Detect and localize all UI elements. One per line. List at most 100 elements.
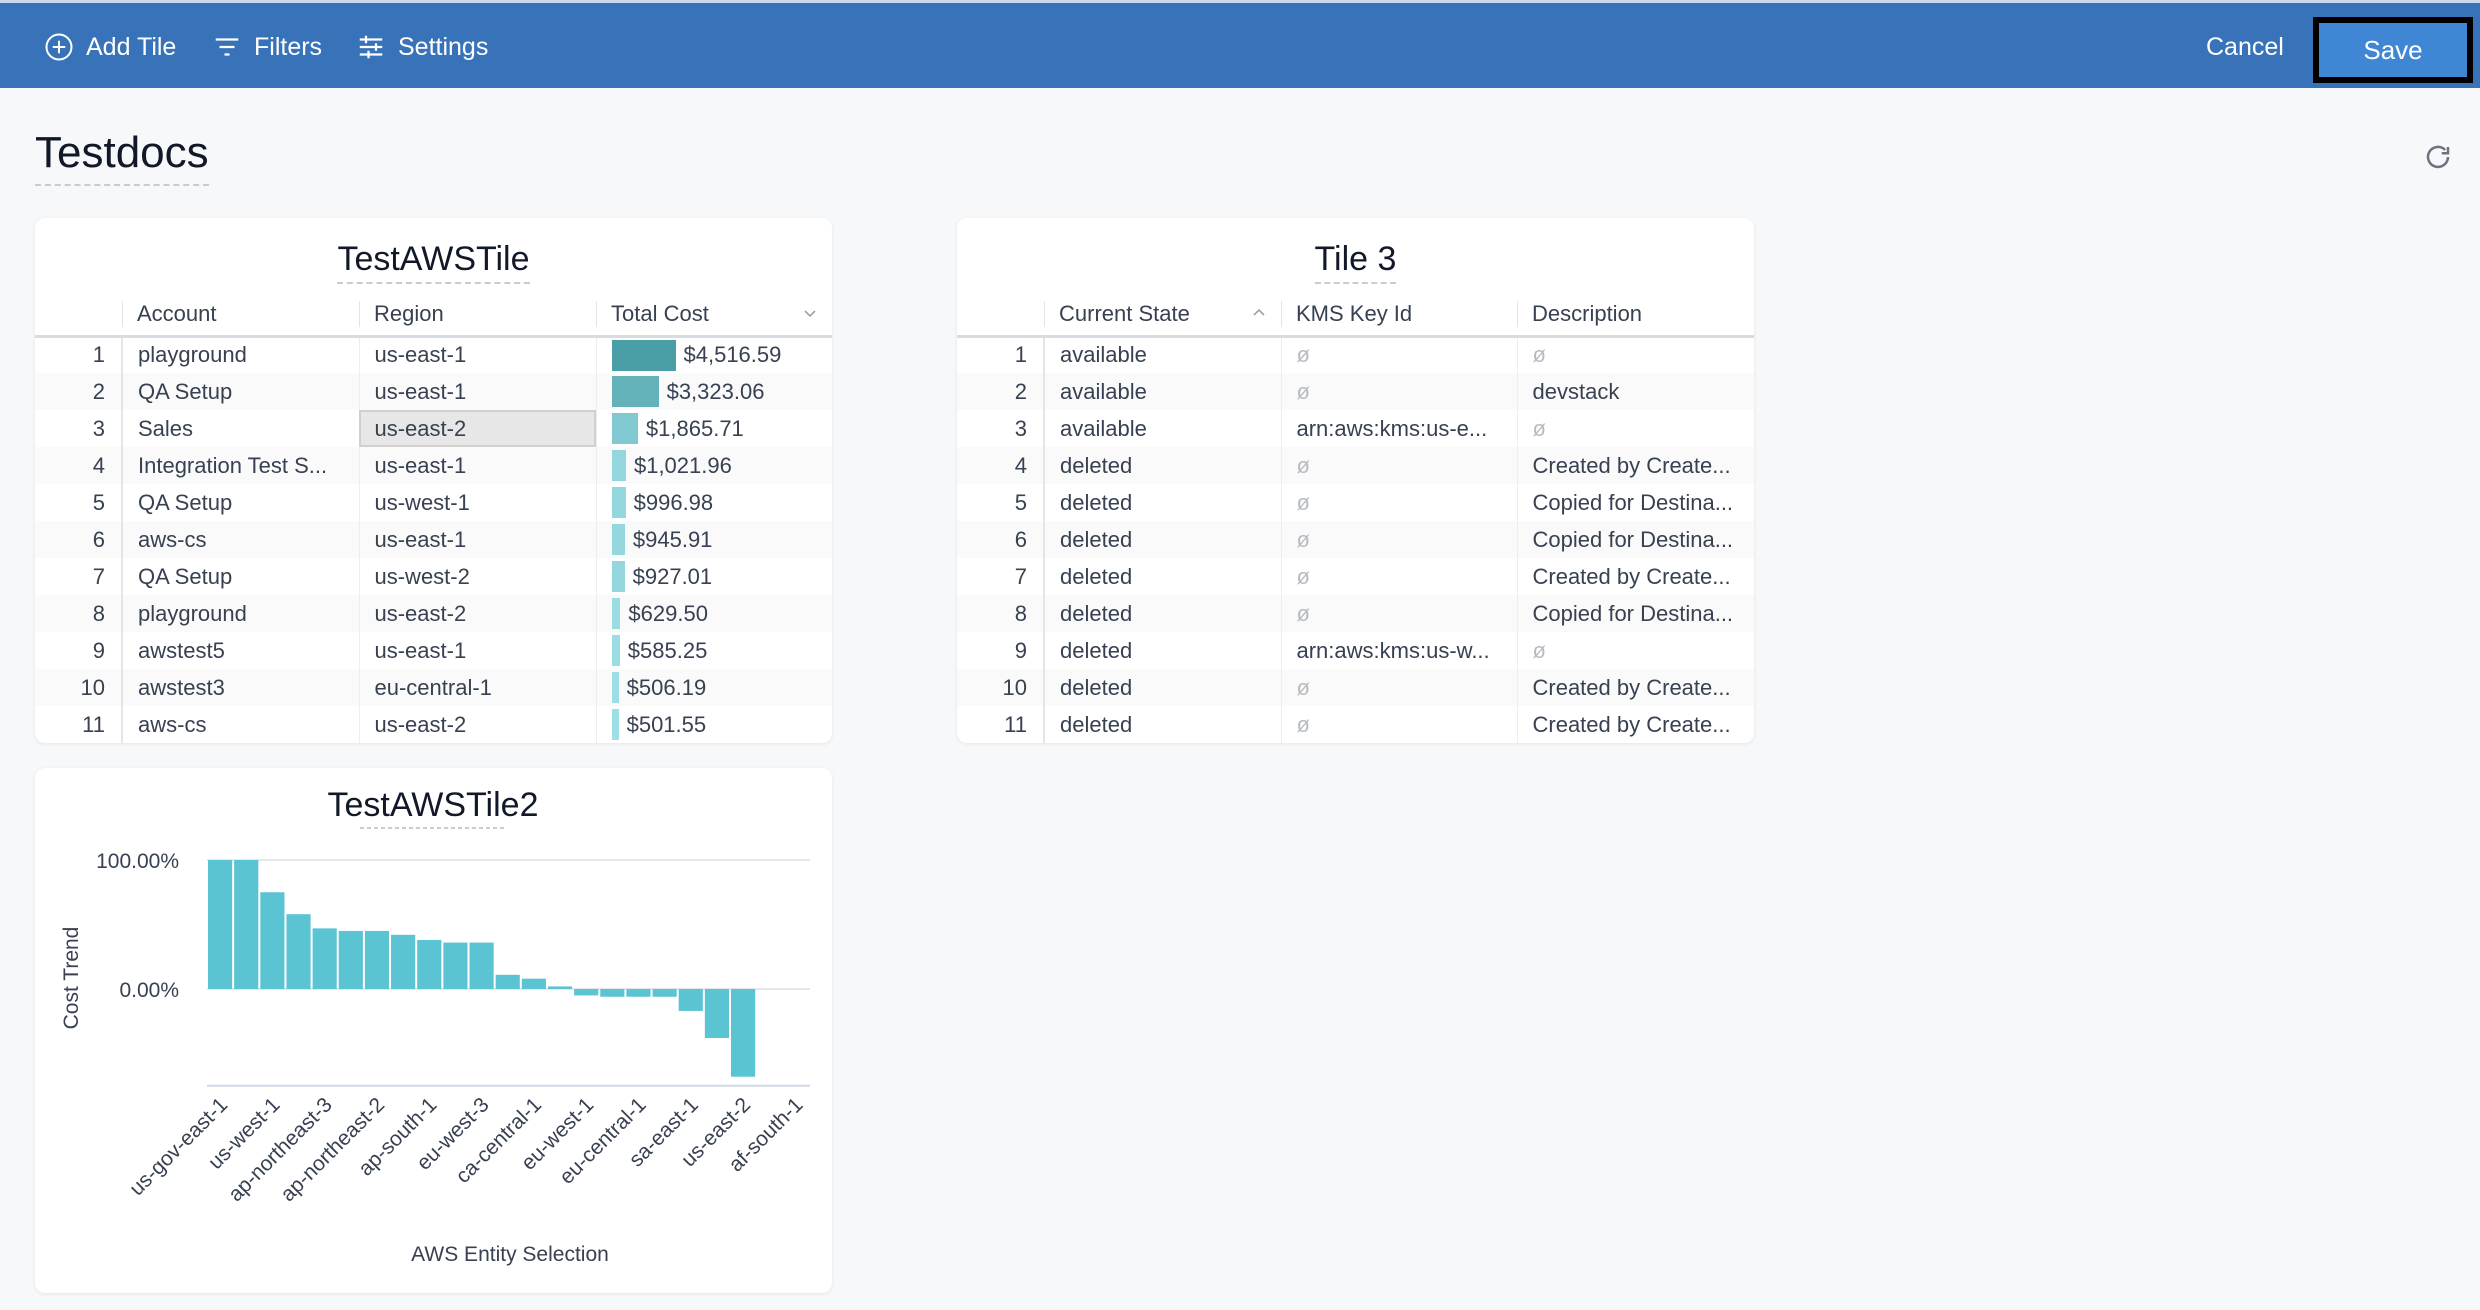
description-cell[interactable]: ø [1516, 336, 1754, 373]
current-state-cell[interactable]: deleted [1043, 447, 1281, 484]
region-cell[interactable]: us-east-1 [358, 521, 596, 558]
column-header-region[interactable]: Region [359, 293, 596, 338]
kms-key-id-cell[interactable]: ø [1280, 706, 1517, 743]
account-cell[interactable]: aws-cs [121, 706, 359, 743]
account-cell[interactable]: awstest5 [121, 632, 359, 669]
description-cell[interactable]: Created by Create... [1516, 669, 1754, 706]
table-row[interactable]: 2 QA Setup us-east-1 $3,323.06 [35, 373, 832, 410]
account-cell[interactable]: QA Setup [121, 484, 359, 521]
description-cell[interactable]: ø [1516, 632, 1754, 669]
table-row[interactable]: 7 QA Setup us-west-2 $927.01 [35, 558, 832, 595]
table-row[interactable]: 5 QA Setup us-west-1 $996.98 [35, 484, 832, 521]
table-row[interactable]: 8 playground us-east-2 $629.50 [35, 595, 832, 632]
settings-button[interactable]: Settings [356, 3, 488, 91]
total-cost-cell[interactable]: $1,021.96 [595, 447, 832, 484]
region-cell[interactable]: eu-central-1 [358, 669, 596, 706]
region-cell[interactable]: us-east-2 [358, 410, 596, 447]
table-row[interactable]: 1 available ø ø [957, 336, 1754, 373]
table-row[interactable]: 5 deleted ø Copied for Destina... [957, 484, 1754, 521]
cancel-button[interactable]: Cancel [2206, 3, 2284, 91]
table-row[interactable]: 6 deleted ø Copied for Destina... [957, 521, 1754, 558]
current-state-cell[interactable]: deleted [1043, 632, 1281, 669]
region-cell[interactable]: us-east-1 [358, 447, 596, 484]
kms-key-id-cell[interactable]: ø [1280, 669, 1517, 706]
total-cost-cell[interactable]: $1,865.71 [595, 410, 832, 447]
tile-title[interactable]: TestAWSTile [337, 240, 530, 284]
table-row[interactable]: 3 Sales us-east-2 $1,865.71 [35, 410, 832, 447]
total-cost-cell[interactable]: $629.50 [595, 595, 832, 632]
region-cell[interactable]: us-east-2 [358, 706, 596, 743]
total-cost-cell[interactable]: $4,516.59 [595, 336, 832, 373]
table-row[interactable]: 2 available ø devstack [957, 373, 1754, 410]
table-row[interactable]: 6 aws-cs us-east-1 $945.91 [35, 521, 832, 558]
region-cell[interactable]: us-east-2 [358, 595, 596, 632]
kms-key-id-cell[interactable]: arn:aws:kms:us-w... [1280, 632, 1517, 669]
table-row[interactable]: 9 deleted arn:aws:kms:us-w... ø [957, 632, 1754, 669]
kms-key-id-cell[interactable]: ø [1280, 521, 1517, 558]
tile-title[interactable]: Tile 3 [1314, 240, 1397, 284]
table-row[interactable]: 4 Integration Test S... us-east-1 $1,021… [35, 447, 832, 484]
kms-key-id-cell[interactable]: ø [1280, 595, 1517, 632]
kms-key-id-cell[interactable]: ø [1280, 484, 1517, 521]
account-cell[interactable]: playground [121, 336, 359, 373]
table-row[interactable]: 10 awstest3 eu-central-1 $506.19 [35, 669, 832, 706]
description-cell[interactable]: devstack [1516, 373, 1754, 410]
account-cell[interactable]: Sales [121, 410, 359, 447]
kms-key-id-cell[interactable]: ø [1280, 336, 1517, 373]
table-row[interactable]: 3 available arn:aws:kms:us-e... ø [957, 410, 1754, 447]
current-state-cell[interactable]: deleted [1043, 669, 1281, 706]
total-cost-cell[interactable]: $585.25 [595, 632, 832, 669]
current-state-cell[interactable]: deleted [1043, 521, 1281, 558]
table-row[interactable]: 11 deleted ø Created by Create... [957, 706, 1754, 743]
kms-key-id-cell[interactable]: arn:aws:kms:us-e... [1280, 410, 1517, 447]
region-cell[interactable]: us-east-1 [358, 336, 596, 373]
account-cell[interactable]: playground [121, 595, 359, 632]
total-cost-cell[interactable]: $3,323.06 [595, 373, 832, 410]
page-title[interactable]: Testdocs [35, 128, 209, 186]
current-state-cell[interactable]: deleted [1043, 484, 1281, 521]
region-cell[interactable]: us-east-1 [358, 632, 596, 669]
kms-key-id-cell[interactable]: ø [1280, 373, 1517, 410]
kms-key-id-cell[interactable]: ø [1280, 558, 1517, 595]
current-state-cell[interactable]: deleted [1043, 706, 1281, 743]
description-cell[interactable]: Copied for Destina... [1516, 521, 1754, 558]
description-cell[interactable]: Created by Create... [1516, 706, 1754, 743]
table-row[interactable]: 10 deleted ø Created by Create... [957, 669, 1754, 706]
table-row[interactable]: 1 playground us-east-1 $4,516.59 [35, 336, 832, 373]
account-cell[interactable]: QA Setup [121, 373, 359, 410]
current-state-cell[interactable]: available [1043, 410, 1281, 447]
total-cost-cell[interactable]: $945.91 [595, 521, 832, 558]
description-cell[interactable]: Copied for Destina... [1516, 595, 1754, 632]
column-header-current-state[interactable]: Current State [1044, 293, 1281, 338]
table-row[interactable]: 4 deleted ø Created by Create... [957, 447, 1754, 484]
current-state-cell[interactable]: available [1043, 373, 1281, 410]
column-header-description[interactable]: Description [1517, 293, 1754, 338]
current-state-cell[interactable]: available [1043, 336, 1281, 373]
region-cell[interactable]: us-west-2 [358, 558, 596, 595]
chevron-down-icon[interactable] [802, 305, 818, 321]
filters-button[interactable]: Filters [212, 3, 322, 91]
refresh-icon[interactable] [2423, 142, 2453, 172]
table-row[interactable]: 9 awstest5 us-east-1 $585.25 [35, 632, 832, 669]
column-header-account[interactable]: Account [122, 293, 359, 338]
add-tile-button[interactable]: Add Tile [44, 3, 176, 91]
kms-key-id-cell[interactable]: ø [1280, 447, 1517, 484]
region-cell[interactable]: us-west-1 [358, 484, 596, 521]
chevron-up-icon[interactable] [1251, 305, 1267, 321]
account-cell[interactable]: awstest3 [121, 669, 359, 706]
total-cost-cell[interactable]: $501.55 [595, 706, 832, 743]
description-cell[interactable]: Copied for Destina... [1516, 484, 1754, 521]
total-cost-cell[interactable]: $996.98 [595, 484, 832, 521]
table-row[interactable]: 8 deleted ø Copied for Destina... [957, 595, 1754, 632]
account-cell[interactable]: Integration Test S... [121, 447, 359, 484]
table-row[interactable]: 11 aws-cs us-east-2 $501.55 [35, 706, 832, 743]
table-row[interactable]: 7 deleted ø Created by Create... [957, 558, 1754, 595]
description-cell[interactable]: ø [1516, 410, 1754, 447]
current-state-cell[interactable]: deleted [1043, 595, 1281, 632]
description-cell[interactable]: Created by Create... [1516, 558, 1754, 595]
current-state-cell[interactable]: deleted [1043, 558, 1281, 595]
account-cell[interactable]: aws-cs [121, 521, 359, 558]
total-cost-cell[interactable]: $506.19 [595, 669, 832, 706]
column-header-kms-key-id[interactable]: KMS Key Id [1281, 293, 1517, 338]
description-cell[interactable]: Created by Create... [1516, 447, 1754, 484]
